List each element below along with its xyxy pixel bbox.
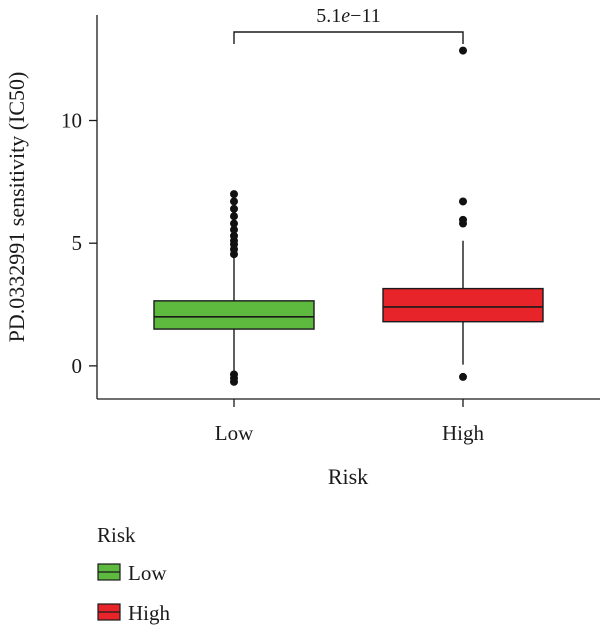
box-high [382,46,544,381]
box-body-high [382,287,544,323]
significance-bracket: 5.1e−11 [233,5,464,44]
bracket-line [233,31,464,44]
outlier-low [230,212,238,221]
outlier-low [230,197,238,206]
outlier-low [230,190,238,199]
y-axis-title: PD.0332991 sensitivity (IC50) [4,72,29,343]
legend: Risk Low High [97,523,171,625]
outlier-low [230,231,238,240]
outlier-low [230,219,238,228]
p-value-label: 5.1e−11 [316,5,380,27]
legend-item-high: High [97,601,171,625]
legend-title: Risk [97,523,136,547]
y-axis-ticks: 0 5 10 [61,109,97,378]
legend-label-low: Low [128,561,167,585]
legend-label-high: High [128,601,171,625]
x-tick-label-high: High [442,421,485,445]
legend-item-low: Low [97,561,167,585]
outlier-high [459,215,467,224]
outlier-low [230,225,238,234]
box-low [153,190,315,386]
y-tick-label-5: 5 [72,231,83,255]
outlier-high [459,197,467,206]
x-tick-label-low: Low [215,421,254,445]
outlier-high [459,46,467,55]
y-tick-label-10: 10 [61,109,82,133]
y-tick-label-0: 0 [72,354,83,378]
outlier-low [230,377,238,386]
box-series [153,46,544,386]
outlier-high [459,372,467,381]
x-axis-title: Risk [328,464,368,489]
outlier-low [230,204,238,213]
box-body-low [153,300,315,330]
x-axis-ticks: Low High [215,399,485,445]
